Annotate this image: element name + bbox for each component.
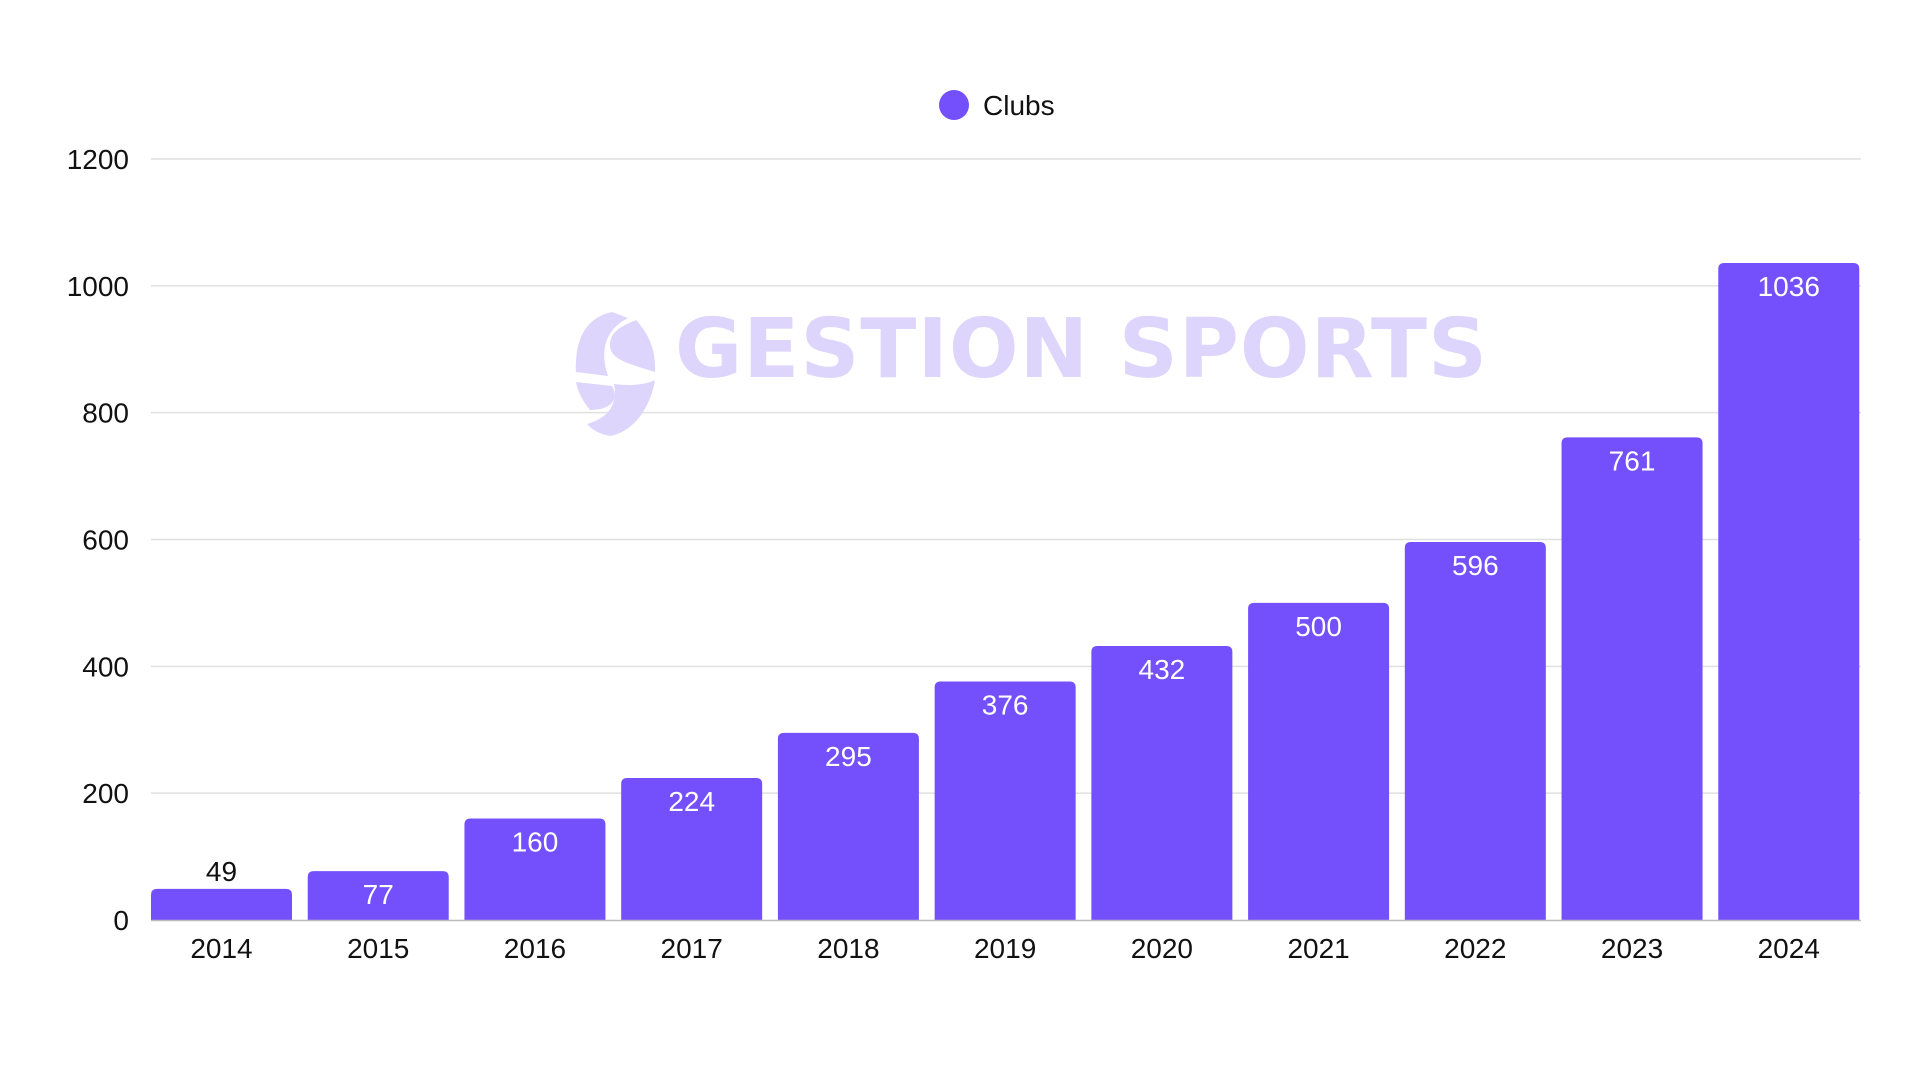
x-tick-label: 2019 — [974, 933, 1036, 964]
data-label-2018: 295 — [825, 741, 872, 772]
x-axis: 2014 2015 2016 2017 2018 2019 2020 2021 2022 2023… — [190, 933, 1820, 964]
data-label-2023: 761 — [1609, 445, 1656, 476]
x-tick-label: 2024 — [1758, 933, 1820, 964]
y-tick-label: 0 — [113, 905, 129, 936]
data-label-2024: 1036 — [1758, 271, 1820, 302]
x-tick-label: 2017 — [661, 933, 723, 964]
x-tick-label: 2014 — [190, 933, 252, 964]
bar-2024 — [1718, 263, 1860, 921]
x-tick-label: 2016 — [504, 933, 566, 964]
data-label-2016: 160 — [512, 827, 559, 858]
watermark: GESTION SPORTS — [575, 302, 1488, 436]
bar-2020 — [1091, 646, 1233, 920]
x-tick-label: 2015 — [347, 933, 409, 964]
data-label-2015: 77 — [363, 879, 394, 910]
data-label-2020: 432 — [1139, 654, 1186, 685]
x-tick-label: 2018 — [817, 933, 879, 964]
bar-2018 — [777, 732, 919, 920]
bar-2022 — [1404, 542, 1546, 920]
bar-2017 — [621, 777, 763, 920]
legend-marker-clubs — [939, 90, 969, 120]
bar-2021 — [1248, 602, 1390, 920]
y-axis: 0 200 400 600 800 1000 1200 — [67, 144, 129, 936]
y-tick-label: 200 — [82, 778, 129, 809]
x-tick-label: 2023 — [1601, 933, 1663, 964]
data-label-2022: 596 — [1452, 550, 1499, 581]
data-label-2019: 376 — [982, 690, 1029, 721]
gestion-sports-logo-icon — [575, 312, 656, 436]
bar-2015 — [307, 871, 449, 920]
data-label-2014: 49 — [206, 856, 237, 887]
data-label-2021: 500 — [1295, 611, 1342, 642]
watermark-text: GESTION SPORTS — [675, 302, 1488, 397]
legend-label-clubs: Clubs — [983, 90, 1055, 121]
bar-2014 — [151, 888, 292, 920]
data-label-2017: 224 — [668, 786, 715, 817]
y-tick-label: 800 — [82, 398, 129, 429]
bar-2023 — [1561, 437, 1703, 920]
x-tick-label: 2022 — [1444, 933, 1506, 964]
bar-2019 — [934, 681, 1076, 920]
y-tick-label: 600 — [82, 525, 129, 556]
x-tick-label: 2020 — [1131, 933, 1193, 964]
x-tick-label: 2021 — [1287, 933, 1349, 964]
y-tick-label: 1000 — [67, 271, 129, 302]
bar-2016 — [464, 818, 606, 920]
legend: Clubs — [939, 90, 1055, 121]
y-tick-label: 400 — [82, 651, 129, 682]
y-tick-label: 1200 — [67, 144, 129, 175]
bars: 49 77 160 224 295 376 432 500 596 761 1036 — [151, 263, 1860, 921]
